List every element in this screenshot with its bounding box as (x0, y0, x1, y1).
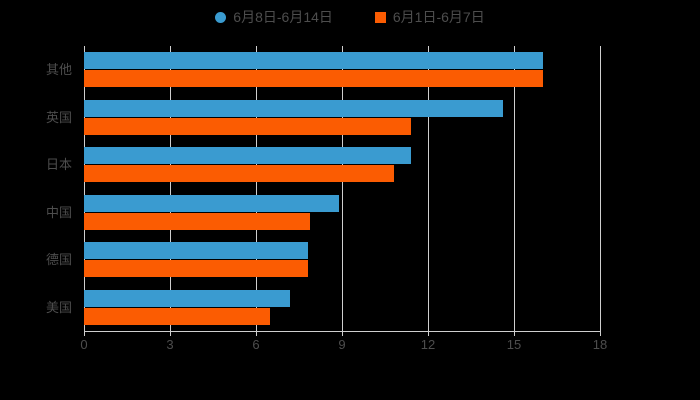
legend-item[interactable]: 6月8日-6月14日 (215, 10, 333, 24)
y-axis-category-label: 其他 (45, 62, 72, 78)
bar-series-orange[interactable] (84, 307, 271, 325)
x-tick-label: 15 (506, 337, 522, 352)
legend-square-icon (374, 11, 386, 23)
bar-series-blue[interactable] (84, 242, 308, 260)
y-axis-category-label: 日本 (45, 157, 72, 173)
gridline (600, 46, 601, 331)
y-axis-category-label: 中国 (45, 204, 72, 220)
bar-series-orange[interactable] (84, 165, 394, 183)
bar-series-orange[interactable] (84, 212, 311, 230)
x-tick-mark (514, 331, 515, 336)
bar-series-blue[interactable] (84, 99, 503, 117)
bar-series-orange[interactable] (84, 260, 308, 278)
gridline (342, 46, 343, 331)
bar-series-orange[interactable] (84, 117, 411, 135)
bar-series-blue[interactable] (84, 289, 291, 307)
bar-group: 德国 (46, 242, 600, 278)
bar-series-blue[interactable] (84, 52, 543, 70)
gridline (170, 46, 171, 331)
legend-item-label: 6月1日-6月7日 (392, 9, 485, 25)
gridline (256, 46, 257, 331)
bar-group: 英国 (46, 99, 600, 135)
x-tick-mark (256, 331, 257, 336)
x-tick-label: 3 (166, 337, 174, 352)
gridline (514, 46, 515, 331)
plot-area: 其他英国日本中国德国美国 (46, 46, 601, 331)
y-axis-category-label: 美国 (45, 299, 72, 315)
x-tick-label: 12 (420, 337, 436, 352)
bar-series-blue[interactable] (84, 194, 340, 212)
x-tick-mark (428, 331, 429, 336)
legend-item-label: 6月8日-6月14日 (233, 9, 333, 25)
chart-legend: 6月8日-6月14日 6月1日-6月7日 (0, 10, 700, 24)
x-tick-label: 0 (80, 337, 88, 352)
x-tick-mark (84, 331, 85, 336)
gridline (428, 46, 429, 331)
bar-series-blue[interactable] (84, 147, 411, 165)
bar-group: 美国 (46, 289, 600, 325)
legend-circle-icon (215, 11, 227, 23)
y-axis-category-label: 英国 (45, 109, 72, 125)
bar-group: 日本 (46, 147, 600, 183)
x-tick-label: 6 (252, 337, 260, 352)
legend-item[interactable]: 6月1日-6月7日 (374, 9, 485, 25)
bar-group: 其他 (46, 52, 600, 88)
x-tick-mark (342, 331, 343, 336)
bar-group: 中国 (46, 194, 600, 230)
bar-series-orange[interactable] (84, 70, 543, 88)
x-tick-label: 18 (592, 337, 608, 352)
x-tick-mark (600, 331, 601, 336)
gridline (84, 46, 85, 331)
y-axis-category-label: 德国 (45, 252, 72, 268)
x-tick-label: 9 (338, 337, 346, 352)
x-tick-mark (170, 331, 171, 336)
